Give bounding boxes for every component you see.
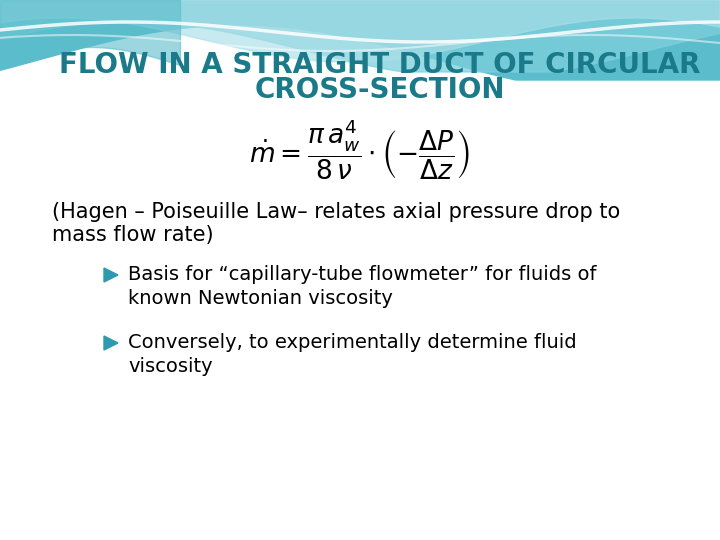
Text: $\dot{m} = \dfrac{\pi\, a_w^4}{8\, \nu} \cdot \left(-\dfrac{\Delta P}{\Delta z}\: $\dot{m} = \dfrac{\pi\, a_w^4}{8\, \nu} … — [249, 118, 471, 182]
Text: FLOW IN A STRAIGHT DUCT OF CIRCULAR: FLOW IN A STRAIGHT DUCT OF CIRCULAR — [59, 51, 701, 79]
Text: (Hagen – Poiseuille Law– relates axial pressure drop to: (Hagen – Poiseuille Law– relates axial p… — [52, 202, 620, 222]
Text: viscosity: viscosity — [128, 356, 212, 375]
Polygon shape — [104, 268, 118, 282]
Text: mass flow rate): mass flow rate) — [52, 225, 214, 245]
Polygon shape — [104, 336, 118, 350]
Text: CROSS-SECTION: CROSS-SECTION — [255, 76, 505, 104]
Text: known Newtonian viscosity: known Newtonian viscosity — [128, 288, 393, 307]
Text: Conversely, to experimentally determine fluid: Conversely, to experimentally determine … — [128, 334, 577, 353]
Text: Basis for “capillary-tube flowmeter” for fluids of: Basis for “capillary-tube flowmeter” for… — [128, 266, 596, 285]
